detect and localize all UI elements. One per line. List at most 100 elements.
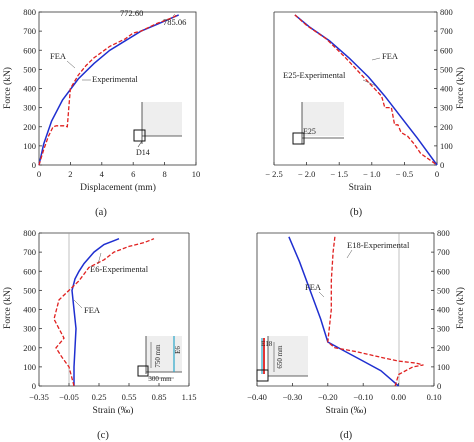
annotation-c-fea: FEA bbox=[84, 305, 101, 315]
x-tick-label-b: 0 bbox=[435, 169, 439, 179]
x-tick-label-a: 6 bbox=[131, 169, 135, 179]
y-tick-label-a: 300 bbox=[23, 103, 36, 113]
y-tick-label-d: 500 bbox=[437, 285, 450, 295]
y-tick-label-c: 0 bbox=[32, 381, 36, 391]
y-tick-label-c: 600 bbox=[23, 266, 36, 276]
x-tick-label-a: 10 bbox=[192, 169, 201, 179]
x-tick-label-c: −0.35 bbox=[29, 392, 49, 402]
y-tick-label-a: 600 bbox=[23, 45, 36, 55]
panel-d: −0.40 −0.30 −0.20 −0.10 0.00 0.100 100 200 300 40… bbox=[247, 228, 466, 441]
x-tick-label-c: 0.55 bbox=[122, 392, 137, 402]
x-axis-label-b: Strain bbox=[349, 183, 372, 193]
fea-series-line-b bbox=[294, 14, 438, 166]
x-tick-label-c: 1.15 bbox=[182, 392, 197, 402]
plot-frame-a bbox=[38, 11, 197, 166]
y-tick-label-c: 700 bbox=[23, 247, 36, 257]
y-tick-label-c: 400 bbox=[23, 305, 36, 315]
inset-label-c-750: 750 mm bbox=[154, 344, 162, 368]
x-tick-label-b: − 0.5 bbox=[396, 169, 414, 179]
series-group-d bbox=[288, 236, 424, 387]
inset-shade-c bbox=[146, 336, 182, 372]
y-axis-label-a: Force (kN) bbox=[2, 67, 13, 109]
fea-series-line-c bbox=[71, 238, 120, 386]
y-tick-label-b: 800 bbox=[440, 7, 453, 17]
y-tick-label-c: 200 bbox=[23, 343, 36, 353]
x-tick-label-d: −0.40 bbox=[247, 392, 267, 402]
inset-shade-d bbox=[268, 336, 308, 376]
annotation-d-e18: E18-Experimental bbox=[347, 240, 410, 250]
experimental-series-line-d bbox=[327, 236, 424, 387]
panel-label-d: (d) bbox=[340, 430, 353, 441]
x-tick-label-c: −0.05 bbox=[59, 392, 79, 402]
y-tick-label-b: 200 bbox=[440, 122, 453, 132]
x-tick-label-d: 0.10 bbox=[427, 392, 442, 402]
x-tick-label-d: −0.10 bbox=[353, 392, 373, 402]
y-tick-label-d: 300 bbox=[437, 324, 450, 334]
x-tick-label-d: −0.30 bbox=[283, 392, 303, 402]
annotation-d-fea: FEA bbox=[305, 282, 322, 292]
x-tick-label-a: 8 bbox=[162, 169, 166, 179]
axis-ticks-d: −0.40 −0.30 −0.20 −0.10 0.00 0.100 100 200 300 40… bbox=[247, 228, 450, 402]
inset-b: E25 bbox=[292, 102, 344, 145]
y-tick-label-c: 300 bbox=[23, 324, 36, 334]
annotation-a-785: 785.06 bbox=[163, 17, 186, 27]
y-tick-label-c: 800 bbox=[23, 228, 36, 238]
inset-label-b: E25 bbox=[303, 127, 316, 136]
series-group-a bbox=[38, 14, 180, 166]
experimental-series-line-b bbox=[294, 14, 438, 166]
x-tick-label-a: 2 bbox=[68, 169, 72, 179]
x-tick-label-a: 4 bbox=[100, 169, 105, 179]
panel-label-b: (b) bbox=[350, 207, 363, 218]
inset-a: D14 bbox=[133, 102, 182, 157]
annotation-c-e6: E6-Experimental bbox=[90, 264, 149, 274]
y-tick-label-d: 800 bbox=[437, 228, 450, 238]
x-tick-label-b: − 2.0 bbox=[298, 169, 316, 179]
y-tick-label-a: 700 bbox=[23, 26, 36, 36]
annotation-b-fea-leader bbox=[371, 57, 381, 61]
x-tick-label-b: − 2.5 bbox=[265, 169, 283, 179]
inset-leader-a bbox=[137, 140, 143, 148]
annotation-c-e6-leader bbox=[97, 252, 102, 265]
series-group-b bbox=[294, 14, 438, 166]
panel-label-c: (c) bbox=[97, 430, 109, 441]
y-tick-label-d: 400 bbox=[437, 305, 450, 315]
annotation-a-fea-leader bbox=[66, 60, 76, 69]
inset-box-a bbox=[133, 129, 146, 142]
panel-c: −0.35 −0.05 0.25 0.55 0.85 1.15 0 100 200 300 400 5… bbox=[2, 228, 196, 441]
inset-label-c-300: 300 mm bbox=[148, 375, 172, 383]
panel-b: − 2.5 − 2.0 − 1.5 − 1.0 − 0.5 00 100 200 300 400 5… bbox=[265, 7, 466, 218]
x-axis-label-d: Strain (‰) bbox=[326, 405, 367, 416]
y-tick-label-d: 700 bbox=[437, 247, 450, 257]
x-axis-label-c: Strain (‰) bbox=[93, 405, 134, 416]
panel-label-a: (a) bbox=[95, 207, 107, 218]
annotation-a-785-leader bbox=[172, 13, 176, 17]
inset-label-d-e18: E18 bbox=[261, 340, 273, 348]
y-tick-label-b: 100 bbox=[440, 141, 453, 151]
y-tick-label-c: 100 bbox=[23, 362, 36, 372]
annotation-c-fea-leader bbox=[73, 299, 83, 309]
inset-box-d bbox=[256, 369, 269, 382]
annotation-b-fea: FEA bbox=[382, 51, 399, 61]
x-tick-label-d: −0.20 bbox=[318, 392, 338, 402]
y-tick-label-b: 500 bbox=[440, 64, 453, 74]
y-axis-label-b: Force (kN) bbox=[455, 67, 466, 109]
y-tick-label-b: 700 bbox=[440, 26, 453, 36]
y-tick-label-d: 200 bbox=[437, 343, 450, 353]
axis-ticks-b: − 2.5 − 2.0 − 1.5 − 1.0 − 0.5 00 100 200 300 400 5… bbox=[265, 7, 453, 179]
experimental-series-line-a bbox=[38, 14, 178, 166]
annotation-d-e18-leader bbox=[346, 249, 353, 259]
inset-box-c bbox=[137, 365, 149, 377]
y-tick-label-a: 200 bbox=[23, 122, 36, 132]
y-axis-label-d: Force (kN) bbox=[455, 287, 466, 329]
y-tick-label-d: 100 bbox=[437, 362, 450, 372]
inset-label-a: D14 bbox=[136, 148, 150, 157]
annotation-b-e25: E25-Experimental bbox=[283, 70, 346, 80]
y-tick-label-b: 300 bbox=[440, 103, 453, 113]
inset-label-c-e6: E6 bbox=[174, 346, 182, 354]
y-tick-label-a: 500 bbox=[23, 64, 36, 74]
y-tick-label-a: 0 bbox=[32, 160, 36, 170]
inset-d: 650 mm E18 bbox=[256, 336, 308, 382]
